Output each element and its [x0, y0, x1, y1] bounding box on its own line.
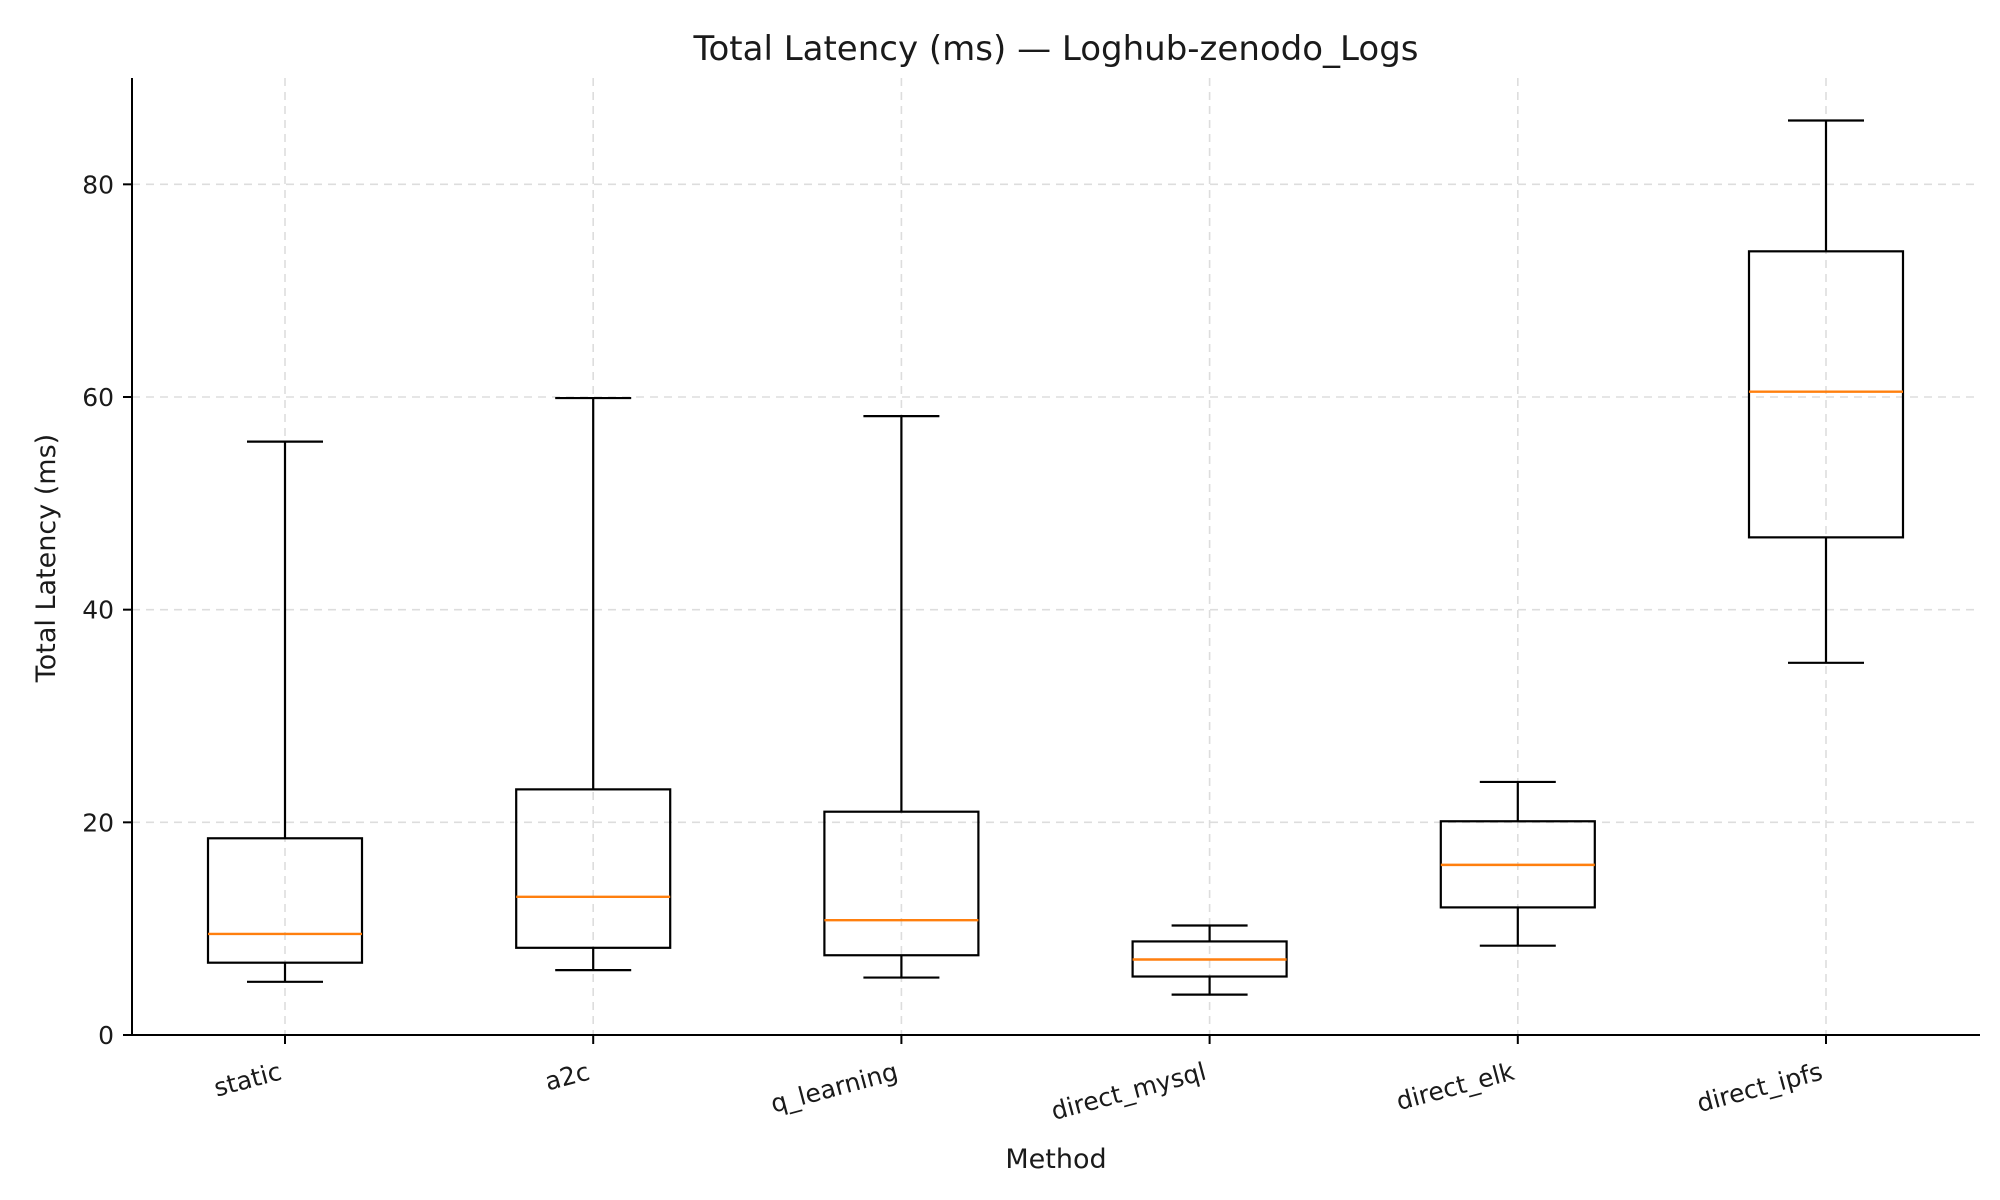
- iqr-box: [823, 810, 980, 957]
- iqr-box: [515, 788, 672, 949]
- y-tick-label: 80: [82, 170, 114, 199]
- y-tick-label: 20: [82, 808, 114, 837]
- chart-title: Total Latency (ms) — Loghub-zenodo_Logs: [692, 29, 1418, 69]
- box-direct_mysql: [1131, 924, 1288, 996]
- x-tick-label: static: [211, 1057, 285, 1103]
- box-direct_ipfs: [1747, 119, 1905, 664]
- axes-layer: [131, 78, 1980, 1036]
- iqr-box: [1747, 250, 1905, 539]
- grid-layer: [132, 78, 1980, 1036]
- box-direct_elk: [1439, 780, 1596, 947]
- x-tick-label: q_learning: [768, 1057, 901, 1119]
- x-tick-label: direct_mysql: [1048, 1057, 1209, 1126]
- x-axis-title: Method: [1005, 1144, 1106, 1175]
- box-q_learning: [823, 415, 980, 979]
- boxes-layer: [206, 119, 1905, 996]
- iqr-box: [206, 837, 364, 964]
- y-tick-label: 60: [82, 383, 114, 412]
- x-tick-label: a2c: [542, 1057, 593, 1097]
- y-tick-label: 40: [82, 596, 114, 625]
- box-static: [206, 440, 364, 983]
- ticks-layer: 0 20 40 60 80 static a2c q_learning direct_mysql…: [82, 170, 1827, 1126]
- x-tick-label: direct_elk: [1393, 1057, 1518, 1116]
- y-tick-label: 0: [98, 1021, 114, 1050]
- box-a2c: [515, 396, 672, 972]
- x-tick-label: direct_ipfs: [1694, 1057, 1826, 1118]
- y-axis-title: Total Latency (ms): [31, 434, 62, 683]
